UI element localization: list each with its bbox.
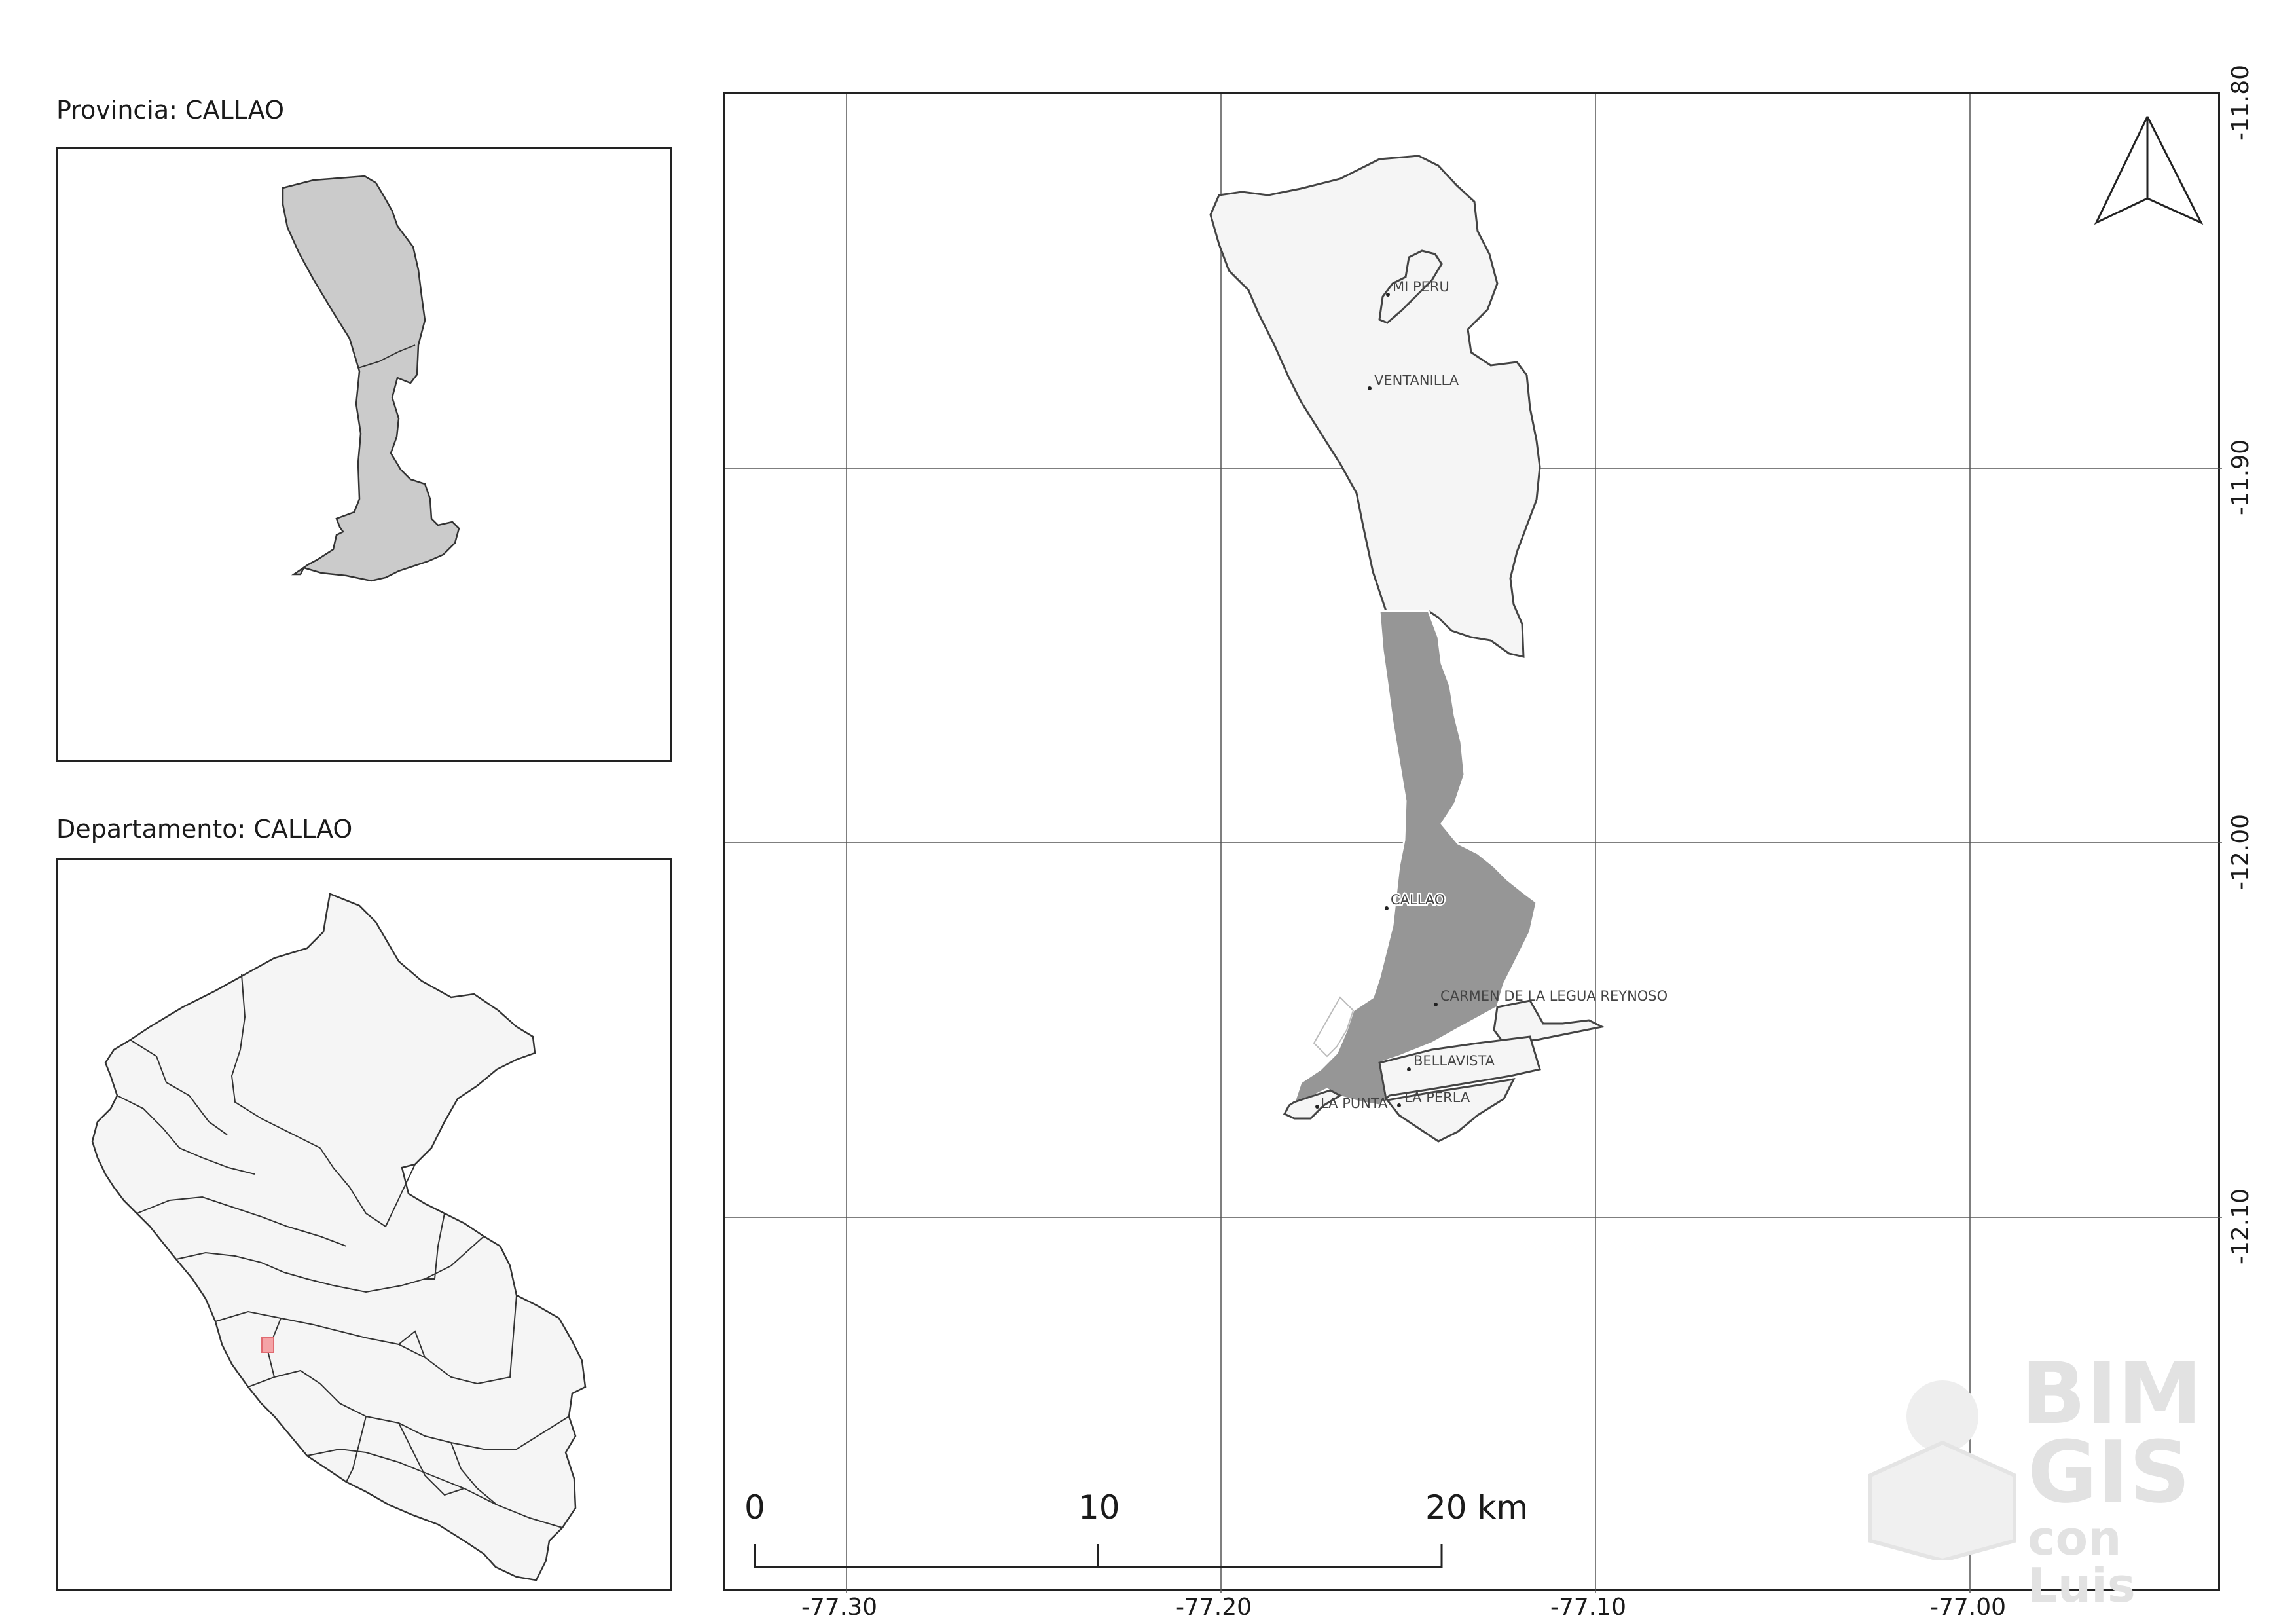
- department-inset-caption: Departamento: CALLAO: [56, 815, 353, 843]
- department-inset-map: [56, 858, 672, 1591]
- scale-bar: [754, 1544, 1443, 1568]
- label-mi-peru: MI PERU: [1393, 279, 1449, 295]
- province-inset-caption: Provincia: CALLAO: [56, 96, 285, 124]
- district-la-perla: [1385, 1078, 1516, 1143]
- district-la-punta: [1283, 1089, 1343, 1120]
- region-boundaries: [117, 974, 570, 1528]
- lat-label-11-90: -11.90: [2227, 439, 2254, 515]
- scale-label-0: 0: [744, 1488, 765, 1526]
- lat-label-12-00: -12.00: [2227, 813, 2254, 890]
- lon-label-77-00: -77.00: [1930, 1594, 2007, 1621]
- main-map-frame: MI PERU VENTANILLA CALLAO CARMEN DE LA L…: [723, 92, 2222, 1609]
- place-points: [1315, 293, 1438, 1109]
- district-ventanilla: [1209, 155, 1541, 658]
- district-carmen-de-la-legua-reynoso: [1493, 999, 1605, 1044]
- scale-label-20km: 20 km: [1425, 1488, 1529, 1526]
- district-boundary-line: [357, 344, 416, 369]
- peru-country-shape: [91, 893, 587, 1581]
- province-inset-map: [56, 147, 672, 762]
- graticule-grid: [725, 94, 2222, 1593]
- north-arrow-icon: [2094, 116, 2204, 225]
- lat-label-11-80: -11.80: [2227, 64, 2254, 141]
- district-mi-peru: [1378, 249, 1443, 324]
- label-bellavista: BELLAVISTA: [1413, 1053, 1495, 1069]
- lon-label-77-10: -77.10: [1550, 1594, 1627, 1621]
- scale-label-10: 10: [1078, 1488, 1120, 1526]
- watermark-text-bim: BIM: [2021, 1344, 2202, 1443]
- label-callao: CALLAO: [1391, 892, 1445, 908]
- callao-location-marker: [261, 1337, 274, 1353]
- lat-label-12-10: -12.10: [2227, 1188, 2254, 1264]
- lon-label-77-20: -77.20: [1176, 1594, 1252, 1621]
- label-la-punta: LA PUNTA: [1321, 1096, 1388, 1111]
- callao-province-shape: [282, 175, 460, 582]
- label-la-perla: LA PERLA: [1404, 1090, 1470, 1105]
- label-ventanilla: VENTANILLA: [1374, 373, 1459, 388]
- watermark-text-gis: GIS: [2028, 1422, 2191, 1522]
- harbor-outline: [1313, 996, 1355, 1058]
- district-bellavista: [1378, 1035, 1541, 1101]
- lon-label-77-30: -77.30: [801, 1594, 878, 1621]
- label-carmen-de-la-legua-reynoso: CARMEN DE LA LEGUA REYNOSO: [1440, 988, 1667, 1004]
- watermark-logo: BIM GIS con Luis: [1857, 1338, 2202, 1609]
- watermark-text-con-luis: con Luis: [2028, 1511, 2136, 1613]
